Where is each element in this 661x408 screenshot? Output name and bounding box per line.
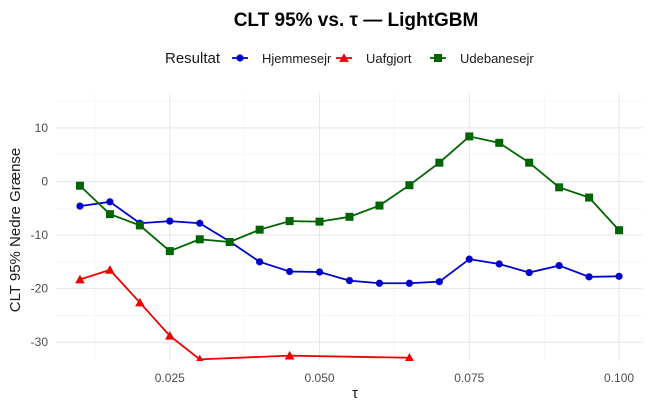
x-tick-label: 0.075 bbox=[454, 371, 484, 385]
data-point-udebanesejr bbox=[105, 210, 114, 219]
data-point-hjemmesejr bbox=[256, 258, 264, 266]
legend-key-marker bbox=[339, 53, 349, 62]
x-tick-label: 0.025 bbox=[155, 371, 185, 385]
x-axis-label: τ bbox=[352, 385, 358, 402]
data-point-udebanesejr bbox=[585, 193, 594, 202]
axis-ticks: 0.025 0.050 0.075 0.100 -30 -20 -10 0 10 bbox=[31, 121, 635, 385]
y-tick-label: -20 bbox=[31, 282, 49, 296]
data-point-udebanesejr bbox=[225, 238, 234, 247]
data-point-hjemmesejr bbox=[286, 267, 294, 276]
data-point-hjemmesejr bbox=[495, 260, 503, 268]
data-point-udebanesejr bbox=[285, 217, 294, 226]
legend-item-uafgjort: Uafgjort bbox=[336, 51, 412, 66]
legend-label-hjemmesejr: Hjemmesejr bbox=[262, 51, 332, 66]
plot-series bbox=[75, 132, 624, 361]
data-point-uafgjort bbox=[404, 352, 414, 361]
series-line-udebanesejr bbox=[79, 135, 620, 253]
data-point-udebanesejr bbox=[615, 226, 624, 235]
data-point-uafgjort bbox=[196, 354, 204, 361]
legend-item-udebanesejr: Udebanesejr bbox=[430, 51, 534, 66]
y-tick-label: -30 bbox=[31, 335, 49, 349]
legend-label-udebanesejr: Udebanesejr bbox=[460, 51, 534, 66]
data-point-udebanesejr bbox=[255, 225, 264, 234]
data-point-hjemmesejr bbox=[345, 277, 354, 285]
legend: Resultat Hjemmesejr Uafgjort Udebanesejr bbox=[165, 50, 534, 67]
legend-label-uafgjort: Uafgjort bbox=[366, 51, 412, 66]
data-point-hjemmesejr bbox=[106, 198, 114, 206]
data-point-hjemmesejr bbox=[166, 217, 174, 225]
legend-title: Resultat bbox=[165, 50, 221, 67]
data-point-udebanesejr bbox=[435, 158, 444, 167]
x-tick-label: 0.050 bbox=[305, 371, 335, 385]
data-point-udebanesejr bbox=[345, 212, 354, 221]
plot-grid bbox=[56, 93, 643, 361]
legend-key-marker bbox=[236, 54, 244, 62]
data-point-udebanesejr bbox=[525, 158, 534, 167]
data-point-udebanesejr bbox=[405, 181, 414, 190]
data-point-udebanesejr bbox=[465, 132, 474, 141]
data-point-hjemmesejr bbox=[435, 278, 443, 286]
data-point-udebanesejr bbox=[495, 138, 504, 147]
y-axis-label: CLT 95% Nedre Grænse bbox=[7, 148, 24, 313]
data-point-hjemmesejr bbox=[585, 273, 593, 281]
x-tick-label: 0.100 bbox=[604, 371, 634, 385]
series-uafgjort bbox=[75, 265, 414, 361]
data-point-udebanesejr bbox=[165, 247, 174, 256]
data-point-udebanesejr bbox=[135, 221, 144, 230]
data-point-udebanesejr bbox=[195, 235, 204, 244]
data-point-uafgjort bbox=[165, 331, 175, 340]
data-point-uafgjort bbox=[105, 265, 115, 274]
data-point-udebanesejr bbox=[75, 181, 84, 190]
y-tick-label: -10 bbox=[31, 228, 49, 242]
data-point-uafgjort bbox=[135, 297, 145, 307]
data-point-hjemmesejr bbox=[315, 268, 324, 276]
data-point-hjemmesejr bbox=[465, 255, 473, 263]
data-point-uafgjort bbox=[75, 274, 85, 284]
data-point-hjemmesejr bbox=[375, 279, 384, 287]
data-point-udebanesejr bbox=[555, 183, 564, 192]
data-point-hjemmesejr bbox=[405, 279, 413, 287]
legend-item-hjemmesejr: Hjemmesejr bbox=[232, 51, 332, 66]
series-hjemmesejr bbox=[76, 198, 623, 287]
data-point-uafgjort bbox=[284, 350, 295, 360]
data-point-udebanesejr bbox=[315, 217, 324, 226]
y-tick-label: 10 bbox=[35, 121, 49, 135]
series-udebanesejr bbox=[75, 132, 624, 256]
data-point-hjemmesejr bbox=[555, 261, 563, 270]
data-point-udebanesejr bbox=[375, 201, 384, 210]
data-point-hjemmesejr bbox=[615, 272, 623, 280]
legend-key-marker bbox=[434, 54, 442, 62]
data-point-hjemmesejr bbox=[196, 219, 204, 227]
chart-title: CLT 95% vs. τ — LightGBM bbox=[234, 10, 479, 31]
data-point-hjemmesejr bbox=[76, 202, 84, 210]
y-tick-label: 0 bbox=[41, 174, 48, 188]
data-point-hjemmesejr bbox=[525, 268, 533, 277]
